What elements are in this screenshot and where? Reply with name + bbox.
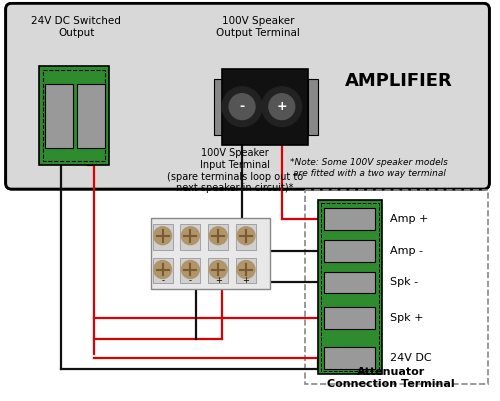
FancyBboxPatch shape <box>6 3 490 189</box>
Bar <box>150 218 270 290</box>
Bar <box>214 79 224 136</box>
Bar <box>222 69 308 146</box>
Bar <box>44 70 105 161</box>
Text: AMPLIFIER: AMPLIFIER <box>345 72 453 90</box>
Bar <box>324 240 375 261</box>
Circle shape <box>210 227 227 245</box>
Bar <box>208 224 228 250</box>
Circle shape <box>262 87 302 127</box>
Circle shape <box>154 261 172 278</box>
Bar <box>152 224 172 250</box>
Text: Spk +: Spk + <box>390 313 424 323</box>
Bar <box>180 257 201 284</box>
Text: 24V DC Switched
Output: 24V DC Switched Output <box>32 16 121 38</box>
Text: Amp -: Amp - <box>390 246 423 256</box>
Text: -: - <box>189 276 192 286</box>
FancyBboxPatch shape <box>6 3 490 189</box>
Text: -: - <box>240 100 244 113</box>
Bar <box>46 84 73 148</box>
Circle shape <box>154 227 172 245</box>
Bar <box>324 307 375 329</box>
Text: *Note: Some 100V speaker models
are fitted with a two way terminal: *Note: Some 100V speaker models are fitt… <box>290 158 448 178</box>
Bar <box>40 66 109 165</box>
Bar <box>236 257 256 284</box>
Bar <box>304 190 488 384</box>
Bar <box>324 208 375 230</box>
Text: +: + <box>242 276 250 286</box>
Text: 100V Speaker
Input Terminal
(spare terminals loop out to
next speaker in circuit: 100V Speaker Input Terminal (spare termi… <box>167 148 303 193</box>
Bar <box>236 224 256 250</box>
Text: Spk -: Spk - <box>390 277 418 288</box>
Text: +: + <box>276 100 287 113</box>
Circle shape <box>229 94 255 119</box>
Bar <box>152 257 172 284</box>
Bar <box>324 347 375 369</box>
Text: Attenuator
Connection Terminal: Attenuator Connection Terminal <box>327 367 455 389</box>
Bar <box>308 79 318 136</box>
Circle shape <box>210 261 227 278</box>
Bar <box>318 200 382 374</box>
Circle shape <box>237 227 255 245</box>
Bar <box>324 271 375 294</box>
Text: 100V Speaker
Output Terminal: 100V Speaker Output Terminal <box>216 16 300 38</box>
Text: Amp +: Amp + <box>390 214 428 224</box>
Circle shape <box>182 227 200 245</box>
Circle shape <box>222 87 262 127</box>
Bar <box>320 203 379 371</box>
Circle shape <box>269 94 294 119</box>
Bar <box>77 84 105 148</box>
Text: -: - <box>161 276 164 286</box>
Bar <box>208 257 228 284</box>
Text: +: + <box>215 276 222 286</box>
Text: 24V DC: 24V DC <box>390 353 432 363</box>
Circle shape <box>237 261 255 278</box>
Bar <box>180 224 201 250</box>
Circle shape <box>182 261 200 278</box>
